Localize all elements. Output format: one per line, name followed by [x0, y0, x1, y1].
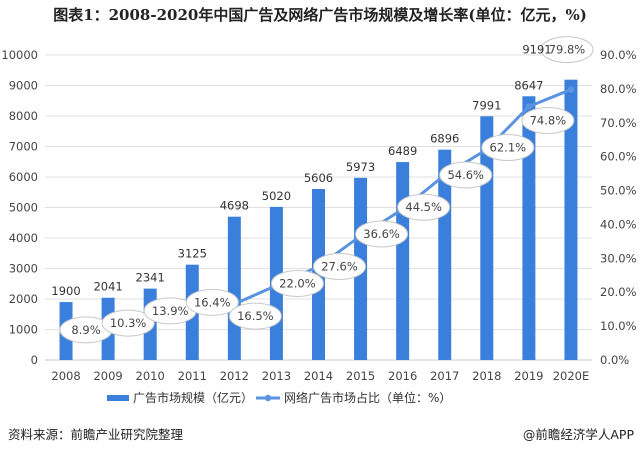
x-axis-tick: 2009: [93, 369, 122, 383]
right-axis-tick: 20.0%: [600, 285, 637, 299]
bar: [564, 79, 578, 360]
bar-data-label: 5973: [346, 160, 375, 174]
x-axis-tick: 2016: [388, 369, 417, 383]
left-axis-tick: 4000: [9, 231, 38, 245]
legend-bar-swatch: [107, 395, 129, 401]
left-axis-tick: 8000: [9, 109, 38, 123]
bar: [522, 96, 536, 360]
x-axis-tick: 2017: [430, 369, 459, 383]
bar-data-label: 6489: [388, 144, 417, 158]
right-axis-tick: 80.0%: [600, 82, 637, 96]
x-axis-tick: 2019: [514, 369, 543, 383]
x-axis-tick: 2020E: [553, 369, 590, 383]
chart-title: 图表1：2008-2020年中国广告及网络广告市场规模及增长率(单位：亿元，%): [53, 6, 587, 24]
left-axis-tick: 2000: [9, 292, 38, 306]
line-label-bubble: [313, 252, 366, 280]
right-axis-tick: 10.0%: [600, 319, 637, 333]
right-axis-tick: 30.0%: [600, 251, 637, 265]
line-label-bubble: [101, 309, 155, 337]
line-label-bubble: [355, 220, 409, 248]
line-point: [567, 86, 575, 93]
left-axis-tick: 1000: [9, 323, 38, 337]
bar-data-label: 9191: [522, 43, 551, 57]
right-axis-tick: 40.0%: [600, 217, 637, 231]
credit-note: @前瞻经济学人APP: [522, 427, 634, 442]
right-axis-tick: 70.0%: [600, 116, 637, 130]
left-axis-tick: 0: [31, 353, 38, 367]
bar: [396, 162, 410, 360]
x-axis-tick: 2011: [178, 369, 207, 383]
line-data-label: 13.9%: [152, 304, 189, 318]
line-data-label: 62.1%: [490, 141, 527, 155]
line-label-bubble: [397, 193, 451, 221]
bar-data-label: 4698: [220, 199, 249, 213]
line-label-bubble: [228, 302, 282, 330]
x-axis-tick: 2012: [220, 369, 249, 383]
left-axis-tick: 5000: [9, 201, 38, 215]
line-label-bubble: [439, 161, 493, 189]
right-axis-tick: 0.0%: [600, 353, 629, 367]
legend-bar-label: 广告市场规模（亿元）: [133, 390, 253, 405]
line-data-label: 8.9%: [71, 323, 100, 337]
line-data-label: 16.4%: [194, 295, 231, 309]
bar-data-label: 3125: [178, 247, 207, 261]
line-data-label: 36.6%: [363, 227, 400, 241]
line-data-label: 16.5%: [237, 309, 274, 323]
left-axis-tick: 6000: [9, 170, 38, 184]
bar: [227, 216, 241, 360]
left-axis-tick: 7000: [9, 140, 38, 154]
bar-data-label: 6896: [430, 132, 459, 146]
legend-line-label: 网络广告市场占比（单位：%）: [284, 390, 451, 405]
line-label-bubble: [521, 107, 575, 135]
line-data-label: 54.6%: [447, 168, 484, 182]
x-axis-tick: 2015: [346, 369, 375, 383]
bar-data-label: 2041: [93, 280, 122, 294]
x-axis-tick: 2013: [262, 369, 291, 383]
bar-data-label: 1900: [51, 284, 80, 298]
line-label-bubble: [185, 288, 239, 316]
line-data-label: 27.6%: [321, 259, 358, 273]
legend-line-marker: [264, 394, 272, 402]
x-axis-tick: 2010: [136, 369, 165, 383]
right-axis-tick: 90.0%: [600, 48, 637, 62]
bar-data-label: 7991: [472, 98, 501, 112]
bar-data-label: 8647: [514, 78, 543, 92]
source-note: 资料来源：前瞻产业研究院整理: [8, 427, 184, 442]
bar-data-label: 2341: [136, 271, 165, 285]
x-axis-tick: 2018: [472, 369, 501, 383]
line-label-bubble: [540, 36, 594, 64]
line-data-label: 74.8%: [530, 114, 567, 128]
left-axis-tick: 9000: [9, 79, 38, 93]
line-data-label: 22.0%: [279, 276, 316, 290]
right-axis-tick: 60.0%: [600, 150, 637, 164]
chart: 0 1000 2000 3000 4000 5000 6000 7000 8000 9000 100…: [1, 36, 637, 405]
line-data-label: 10.3%: [110, 316, 147, 330]
x-axis-tick: 2008: [51, 369, 80, 383]
line-data-label: 44.5%: [405, 200, 442, 214]
x-axis-tick: 2014: [304, 369, 333, 383]
line-data-label: 79.8%: [549, 43, 586, 57]
left-axis-tick: 3000: [9, 262, 38, 276]
bar-data-label: 5020: [262, 189, 291, 203]
right-axis-tick: 50.0%: [600, 184, 637, 198]
line-label-bubble: [270, 269, 324, 297]
line-point: [525, 103, 533, 110]
bar-data-label: 5606: [304, 171, 333, 185]
left-axis-tick: 10000: [1, 48, 38, 62]
line-label-bubble: [481, 134, 535, 162]
